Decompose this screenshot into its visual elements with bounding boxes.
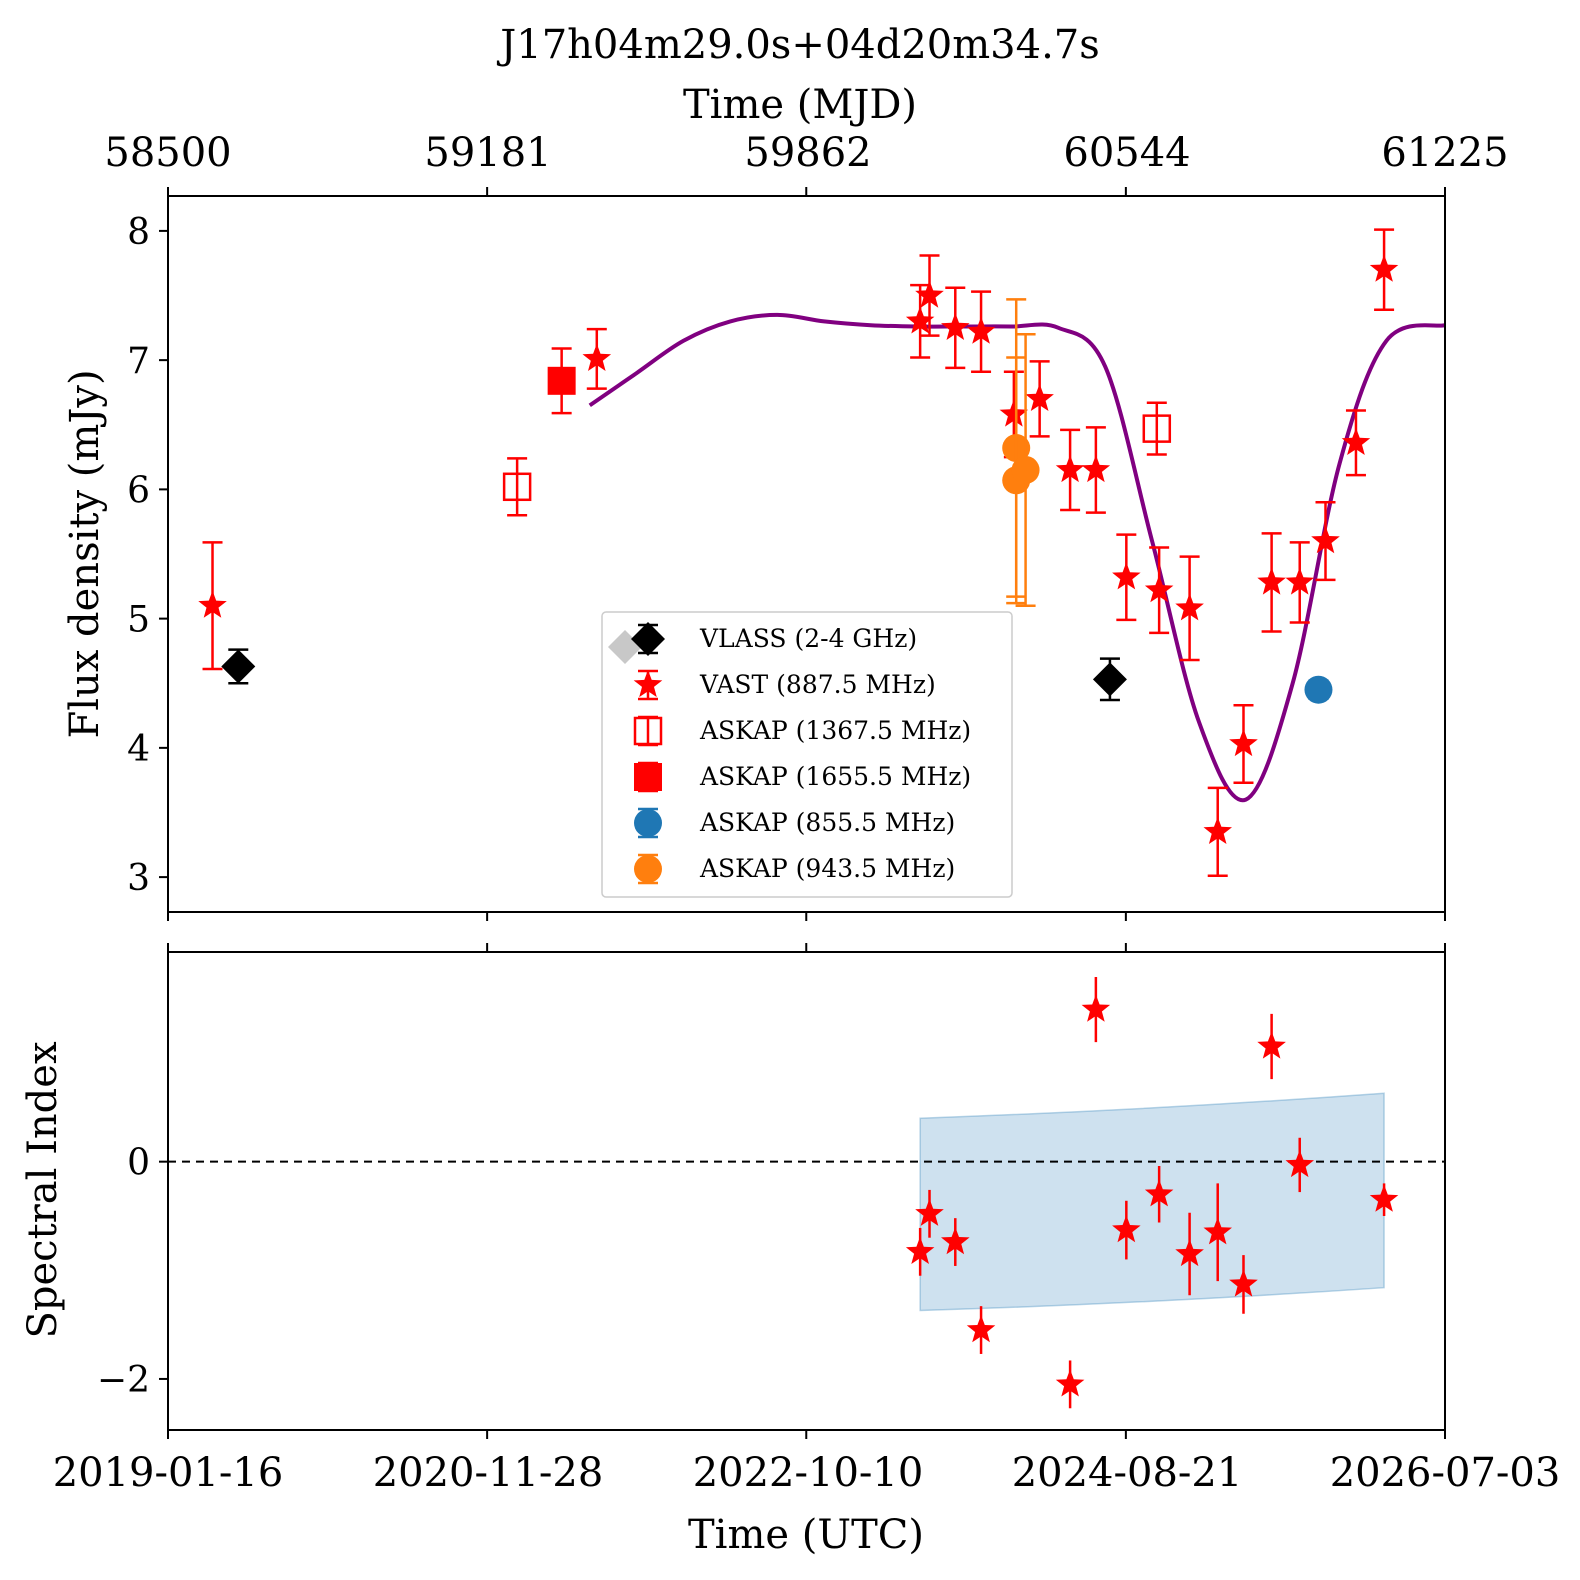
- data-point: [1285, 567, 1314, 595]
- bottom-tick-label: 2022-10-10: [693, 1450, 924, 1496]
- data-point: [1285, 1149, 1314, 1178]
- legend-marker: [631, 622, 665, 656]
- data-point: [1229, 1269, 1258, 1297]
- legend-markers: [608, 622, 665, 885]
- data-point: [1175, 1239, 1204, 1267]
- data-point: [915, 280, 944, 308]
- legend-marker: [634, 855, 662, 883]
- data-point: [999, 399, 1029, 427]
- legend: VLASS (2-4 GHz) VAST (887.5 MHz) ASKAP (…: [601, 611, 1013, 898]
- spectral-index-plot-area: [168, 976, 1445, 1409]
- bottom-tick-label: 2024-08-21: [1012, 1450, 1243, 1496]
- legend-entry-askap-1655: ASKAP (1655.5 MHz): [699, 762, 971, 791]
- data-point: [966, 1315, 996, 1343]
- legend-entry-askap-943: ASKAP (943.5 MHz): [699, 854, 955, 883]
- data-point: [1144, 1179, 1174, 1207]
- bottom-axis-label: Time (UTC): [688, 1512, 924, 1558]
- flux-plot-area: [198, 228, 1446, 878]
- top-axis-tick-labels: 58500 59181 59862 60544 61225: [104, 130, 1508, 176]
- bottom-tick-label: 2019-01-16: [53, 1450, 284, 1496]
- data-point: [1203, 816, 1232, 844]
- data-point: [1304, 675, 1333, 704]
- data-point: [1142, 414, 1172, 443]
- series-square-open: [502, 401, 1172, 517]
- legend-marker: [633, 670, 663, 698]
- data-point: [905, 1236, 935, 1264]
- legend-marker: [634, 763, 662, 791]
- bottom-tick-label: 2020-11-28: [373, 1450, 604, 1496]
- y-tick-label: 7: [127, 341, 150, 382]
- series-circle: [1304, 675, 1333, 704]
- y-tick-label: −2: [97, 1360, 150, 1401]
- data-point: [1112, 562, 1141, 590]
- data-point: [1055, 455, 1085, 483]
- data-point: [1081, 994, 1111, 1022]
- legend-entry-askap-1367: ASKAP (1367.5 MHz): [699, 716, 971, 745]
- top-tick-label: 59181: [424, 130, 551, 176]
- series-diamond: [221, 648, 1127, 702]
- data-point: [966, 316, 996, 344]
- top-tick-label: 59862: [744, 130, 871, 176]
- data-point: [1175, 593, 1204, 621]
- data-point: [1025, 383, 1054, 411]
- data-point: [1092, 662, 1127, 697]
- top-tick-label: 61225: [1381, 130, 1508, 176]
- legend-entry-vlass: VLASS (2-4 GHz): [699, 624, 917, 653]
- model-curve: [588, 312, 1446, 803]
- top-tick-label: 58500: [104, 130, 231, 176]
- data-point: [221, 649, 256, 684]
- spectral-index-panel: −2 0 Spectral Index: [20, 943, 1446, 1439]
- series-star: [198, 228, 1399, 878]
- data-point: [1311, 526, 1340, 554]
- y-tick-label: 8: [127, 212, 150, 253]
- data-point: [198, 590, 227, 618]
- y-tick-label: 0: [127, 1143, 150, 1184]
- data-point: [1369, 254, 1399, 282]
- series-spectral-index: [905, 976, 1399, 1409]
- flux-axis-ticks: 3 4 5 6 7 8: [127, 187, 1446, 921]
- data-point: [1144, 575, 1174, 603]
- legend-entry-askap-855: ASKAP (855.5 MHz): [699, 808, 955, 837]
- data-point: [1081, 455, 1111, 483]
- data-point: [915, 1198, 944, 1226]
- data-point: [905, 306, 935, 334]
- data-point: [1257, 567, 1286, 595]
- data-point: [1341, 427, 1371, 455]
- y-tick-label: 3: [127, 858, 150, 899]
- legend-marker: [634, 809, 662, 837]
- data-point: [941, 1227, 970, 1255]
- data-point: [1369, 1184, 1399, 1212]
- y-tick-label: 4: [127, 729, 150, 770]
- data-point: [1229, 729, 1258, 757]
- data-point: [1055, 1369, 1085, 1397]
- data-point: [502, 472, 532, 502]
- series-square: [547, 347, 576, 415]
- data-point: [1112, 1215, 1141, 1243]
- y-tick-label: 5: [127, 600, 150, 641]
- data-point: [582, 343, 612, 371]
- flux-y-axis-label: Flux density (mJy): [62, 369, 108, 738]
- data-point: [1257, 1031, 1286, 1059]
- data-point: [547, 366, 576, 395]
- chart-title: J17h04m29.0s+04d20m34.7s: [496, 22, 1100, 68]
- spectral-index-axis-ticks: −2 0: [97, 943, 1446, 1439]
- data-point: [941, 312, 970, 340]
- legend-frame: [601, 611, 1013, 898]
- top-tick-label: 60544: [1063, 130, 1190, 176]
- spectral-index-y-axis-label: Spectral Index: [20, 1041, 66, 1338]
- bottom-tick-label: 2026-07-03: [1330, 1450, 1561, 1496]
- y-tick-label: 6: [127, 470, 150, 511]
- top-axis-label: Time (MJD): [683, 82, 917, 128]
- data-point: [1203, 1217, 1232, 1245]
- flux-density-panel: 3 4 5 6 7 8 Flux density (mJy) VLASS (2-4 GHz…: [62, 187, 1446, 921]
- legend-marker: [633, 716, 663, 746]
- legend-entry-vast: VAST (887.5 MHz): [699, 670, 936, 699]
- data-point: [1011, 455, 1040, 484]
- bottom-axis-tick-labels: 2019-01-16 2020-11-28 2022-10-10 2024-08…: [53, 1450, 1561, 1496]
- series-circle: [1002, 298, 1040, 607]
